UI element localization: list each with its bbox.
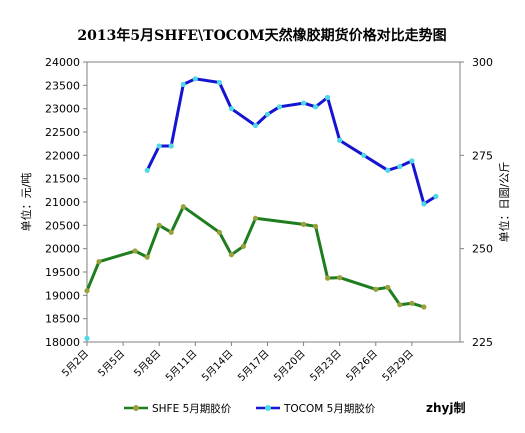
right-tick-label: 250 bbox=[472, 243, 493, 256]
data-point bbox=[337, 275, 343, 281]
data-point bbox=[144, 167, 150, 173]
left-tick-label: 23500 bbox=[45, 79, 80, 92]
left-tick-label: 21500 bbox=[45, 173, 80, 186]
left-tick-label: 18000 bbox=[45, 336, 80, 349]
y-axis-label-right: 单位：日圆/公斤 bbox=[497, 162, 511, 243]
data-point bbox=[301, 100, 307, 106]
data-point bbox=[228, 252, 234, 258]
chart-title: 2013年5月SHFE\TOCOM天然橡胶期货价格对比走势图 bbox=[77, 27, 446, 44]
data-point bbox=[228, 106, 234, 112]
data-point bbox=[313, 223, 319, 229]
data-point bbox=[385, 284, 391, 290]
left-tick-label: 22500 bbox=[45, 126, 80, 139]
legend-label-tocom: TOCOM 5月期胶价 bbox=[283, 402, 376, 415]
data-point bbox=[144, 254, 150, 260]
data-point bbox=[168, 229, 174, 235]
series-layer bbox=[84, 76, 439, 341]
right-tick-label: 300 bbox=[472, 56, 493, 69]
data-point bbox=[96, 259, 102, 265]
right-axis: 225 250 275 300 bbox=[460, 56, 493, 349]
data-point bbox=[337, 137, 343, 143]
series-tocom bbox=[84, 76, 439, 341]
data-point bbox=[361, 152, 367, 158]
left-tick-label: 23000 bbox=[45, 103, 80, 116]
data-point bbox=[385, 167, 391, 173]
legend: SHFE 5月期胶价 TOCOM 5月期胶价 zhyj制 bbox=[124, 400, 465, 415]
data-point bbox=[325, 275, 331, 281]
data-point bbox=[264, 111, 271, 117]
data-point bbox=[325, 94, 331, 101]
data-point bbox=[192, 76, 198, 82]
left-tick-label: 20500 bbox=[45, 219, 80, 232]
data-point bbox=[313, 104, 319, 110]
legend-item-shfe: SHFE 5月期胶价 bbox=[124, 402, 232, 415]
credit-text: zhyj制 bbox=[426, 400, 465, 415]
left-tick-label: 18500 bbox=[45, 313, 80, 326]
data-point bbox=[180, 81, 186, 87]
data-point bbox=[156, 222, 162, 228]
data-point bbox=[373, 286, 379, 292]
data-point bbox=[168, 143, 174, 149]
data-point bbox=[301, 221, 307, 227]
data-point bbox=[240, 243, 246, 249]
data-point bbox=[180, 204, 186, 210]
data-point bbox=[397, 302, 403, 308]
data-point bbox=[397, 163, 403, 170]
legend-label-shfe: SHFE 5月期胶价 bbox=[152, 402, 232, 415]
data-point bbox=[433, 193, 439, 199]
left-tick-label: 20000 bbox=[45, 243, 80, 256]
data-point bbox=[132, 248, 138, 254]
data-point bbox=[409, 300, 415, 306]
right-tick-label: 275 bbox=[472, 149, 493, 162]
left-axis: 18000 18500 19000 19500 20000 20500 21000 21500… bbox=[45, 56, 87, 349]
legend-marker-tocom bbox=[265, 405, 271, 411]
data-point bbox=[216, 79, 222, 86]
left-tick-label: 19500 bbox=[45, 266, 80, 279]
y-axis-label-left: 单位：元/吨 bbox=[19, 173, 33, 232]
right-tick-label: 225 bbox=[472, 336, 493, 349]
left-tick-label: 21000 bbox=[45, 196, 80, 209]
data-point bbox=[421, 304, 427, 310]
data-point bbox=[84, 288, 90, 294]
data-point bbox=[156, 143, 162, 149]
data-point bbox=[84, 335, 90, 341]
data-point bbox=[276, 104, 283, 110]
legend-marker-shfe bbox=[133, 405, 139, 411]
data-point bbox=[421, 201, 427, 207]
data-point bbox=[216, 229, 222, 235]
left-tick-label: 22000 bbox=[45, 149, 80, 162]
data-point bbox=[252, 215, 259, 221]
series-shfe bbox=[84, 204, 427, 310]
data-point bbox=[252, 122, 259, 129]
left-tick-label: 19000 bbox=[45, 289, 80, 302]
data-point bbox=[409, 158, 415, 164]
left-tick-label: 24000 bbox=[45, 56, 80, 69]
legend-item-tocom: TOCOM 5月期胶价 bbox=[256, 402, 376, 415]
